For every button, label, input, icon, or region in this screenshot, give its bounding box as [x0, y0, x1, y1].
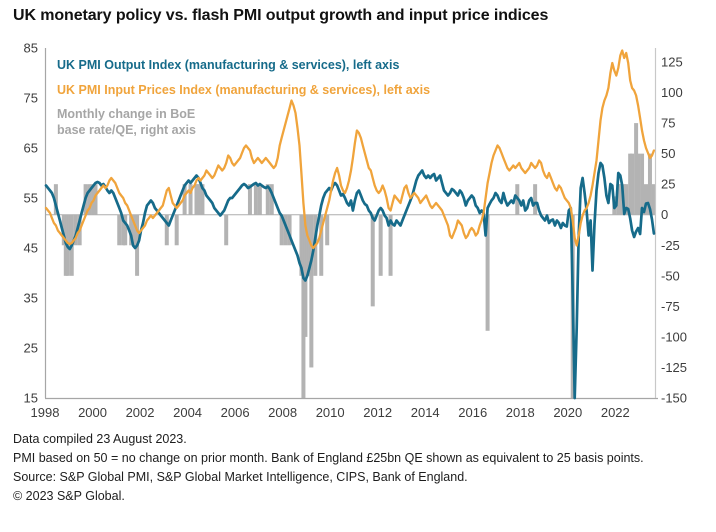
boe-change-bar: [257, 184, 262, 215]
x-axis-tick-label: 2016: [458, 405, 487, 420]
pmi-output-line: [44, 161, 656, 400]
left-axis-tick-label: 45: [24, 241, 38, 256]
boe-change-bar: [319, 214, 324, 276]
pmi-input-prices-line: [44, 49, 656, 250]
right-axis-tick-label: 100: [661, 85, 683, 100]
boe-change-bar: [247, 184, 252, 215]
right-axis-tick-label: -75: [661, 299, 680, 314]
boe-change-bar: [636, 153, 641, 215]
boe-change-bar: [485, 214, 490, 331]
x-axis-tick-label: 1998: [31, 405, 60, 420]
chart-title: UK monetary policy vs. flash PMI output …: [13, 7, 549, 24]
x-axis-tick-label: 2020: [553, 405, 582, 420]
boe-change-bar: [624, 184, 629, 215]
footnote-source: Source: S&P Global PMI, S&P Global Marke…: [13, 470, 468, 484]
boe-change-bar: [279, 214, 284, 246]
boe-change-bar: [370, 214, 375, 307]
footnote-pmi-note: PMI based on 50 = no change on prior mon…: [13, 451, 644, 465]
boe-change-bar: [200, 184, 205, 215]
x-axis-tick-label: 2010: [316, 405, 345, 420]
x-axis-tick-label: 2006: [221, 405, 250, 420]
boe-change-bar: [253, 184, 258, 215]
chart-plot-canvas: 85 75 65 55 45 35 25 15 125 100 75 50 25 0 -25 -50 -75 -1…: [24, 41, 688, 421]
right-axis-tick-label: -25: [661, 238, 680, 253]
left-axis-tick-label: 35: [24, 291, 38, 306]
x-axis-tick-label: 2012: [363, 405, 392, 420]
boe-change-bar: [533, 184, 538, 215]
x-axis-tick-label: 2008: [268, 405, 297, 420]
x-axis-tick-label: 2004: [173, 405, 202, 420]
boe-change-bar: [388, 214, 393, 276]
right-axis-tick-label: 25: [661, 177, 675, 192]
boe-change-bar: [182, 184, 187, 215]
right-axis-tick-label: -50: [661, 268, 680, 283]
boe-change-bar: [269, 184, 274, 215]
boe-change-bar: [265, 184, 270, 215]
right-axis-tick-label: 0: [661, 207, 668, 222]
x-axis-tick-label: 2018: [506, 405, 535, 420]
boe-change-bar: [283, 214, 288, 246]
boe-change-bar: [618, 184, 623, 215]
left-axis-tick-label: 25: [24, 341, 38, 356]
boe-change-bar: [647, 153, 652, 215]
boe-change-bar: [93, 184, 98, 215]
x-axis-tick-label: 2014: [411, 405, 440, 420]
legend-input-prices-index: UK PMI Input Prices Index (manufacturing…: [57, 83, 431, 97]
right-axis-tick-label: -150: [661, 391, 687, 406]
legend-output-index: UK PMI Output Index (manufacturing & ser…: [57, 58, 400, 72]
boe-change-bar: [309, 214, 314, 368]
boe-change-bar: [378, 214, 383, 276]
footnote-data-compiled: Data compiled 23 August 2023.: [13, 432, 187, 446]
boe-change-bar: [196, 184, 201, 215]
boe-change-bar: [287, 214, 292, 246]
left-axis-tick-label: 65: [24, 141, 38, 156]
boe-change-bar: [188, 184, 193, 215]
right-axis-tick-label: 75: [661, 116, 675, 131]
right-axis-tick-label: 125: [661, 55, 683, 70]
boe-change-bar: [123, 214, 128, 246]
x-axis-tick-label: 2002: [126, 405, 155, 420]
left-axis-tick-label: 15: [24, 391, 38, 406]
boe-change-bar: [73, 214, 78, 246]
x-axis-tick-label: 2022: [601, 405, 630, 420]
boe-change-bar: [325, 214, 330, 246]
right-axis-tick-label: -100: [661, 329, 687, 344]
x-axis-tick-label: 2000: [78, 405, 107, 420]
boe-change-bar: [651, 184, 656, 215]
left-axis-tick-label: 85: [24, 41, 38, 56]
right-axis-tick-label: 50: [661, 146, 675, 161]
boe-change-bar: [164, 214, 169, 246]
legend-boe-rate-change: Monthly change in BoE base rate/QE, righ…: [57, 107, 196, 137]
boe-change-bar: [630, 153, 635, 215]
boe-change-bar: [53, 184, 58, 215]
boe-change-bar: [174, 214, 179, 246]
right-axis-tick-label: -125: [661, 360, 687, 375]
left-axis-tick-label: 75: [24, 91, 38, 106]
footnote-copyright: © 2023 S&P Global.: [13, 489, 125, 503]
left-axis-tick-label: 55: [24, 191, 38, 206]
boe-change-bar: [117, 214, 122, 246]
boe-change-bar: [224, 214, 229, 246]
boe-change-bar: [642, 184, 647, 215]
boe-change-bar: [87, 184, 92, 215]
